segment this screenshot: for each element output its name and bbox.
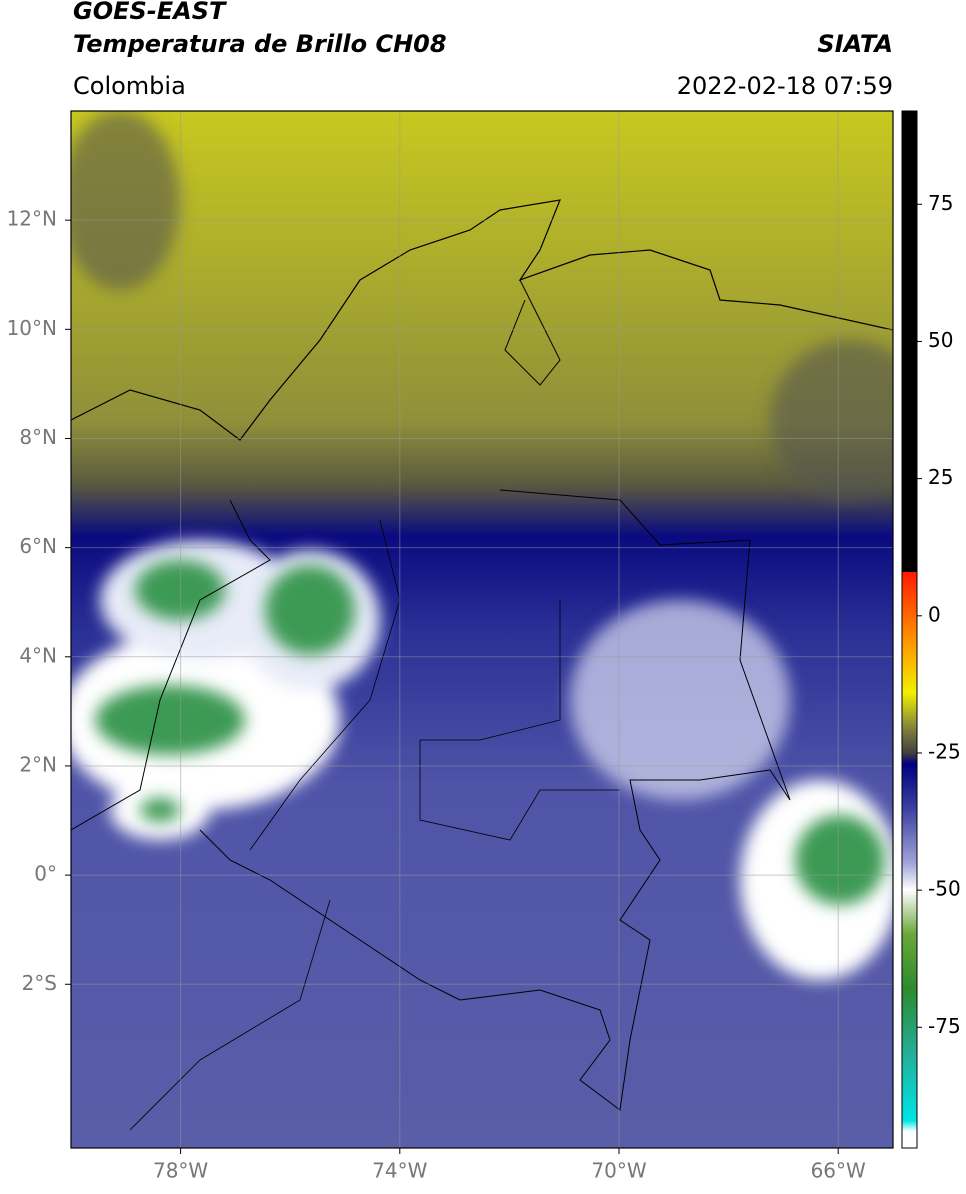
y-tick-label: 0° [34, 862, 57, 886]
y-tick-label: 2°N [19, 752, 57, 776]
colorbar [901, 110, 918, 1149]
colorbar-tick-label: 50 [928, 328, 953, 352]
x-tick-label: 66°W [811, 1159, 866, 1183]
y-tick-label: 6°N [19, 534, 57, 558]
colorbar-tick-label: -25 [928, 739, 961, 763]
colorbar-tick-label: 25 [928, 465, 953, 489]
datetime: 2022-02-18 07:59 [677, 72, 893, 100]
y-tick-label: 4°N [19, 643, 57, 667]
y-tick-label: 8°N [19, 425, 57, 449]
gridlines [71, 111, 893, 1148]
satellite-image [71, 111, 893, 1148]
colorbar-tick-label: -50 [928, 877, 961, 901]
title: Temperatura de Brillo CH08 [73, 30, 447, 58]
colorbar-tick-label: -75 [928, 1014, 961, 1038]
colorbar-tick-label: 0 [928, 602, 941, 626]
x-tick-label: 78°W [153, 1159, 208, 1183]
map-frame [70, 110, 894, 1149]
y-tick-label: 2°S [22, 971, 57, 995]
y-tick-label: 12°N [7, 207, 57, 231]
colorbar-tick-label: 75 [928, 191, 953, 215]
y-tick-label: 10°N [7, 316, 57, 340]
x-tick-label: 70°W [591, 1159, 646, 1183]
x-tick-label: 74°W [372, 1159, 427, 1183]
title: GOES-EAST [73, 0, 227, 25]
region: Colombia [73, 72, 186, 100]
source: SIATA [817, 30, 893, 58]
